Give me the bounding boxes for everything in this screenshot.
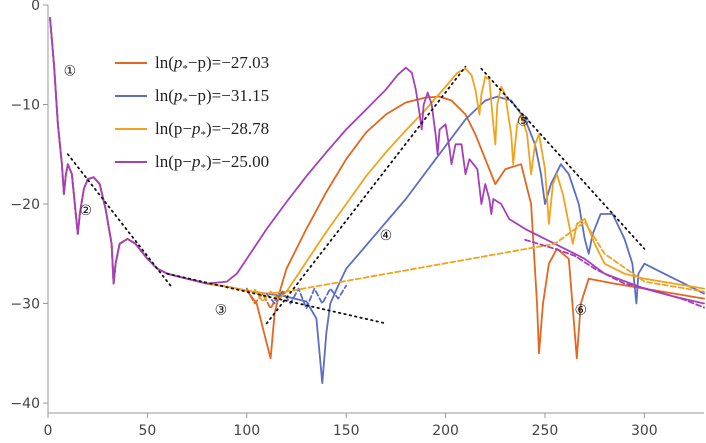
y-tick-label-20: −20 xyxy=(10,197,40,213)
series-line-4 xyxy=(49,17,705,305)
y-tick-label-10: −10 xyxy=(10,98,40,114)
x-ticks: 0 50 100 150 200 250 300 xyxy=(44,413,658,439)
annotation-5: ⑤ xyxy=(517,113,530,129)
legend-label-1: ln(p*−p)=−27.03 xyxy=(155,53,269,75)
dashed-series-line-3 xyxy=(253,221,705,303)
legend: ln(p*−p)=−27.03 ln(p*−p)=−31.15 ln(p−p*)=−… xyxy=(115,53,269,174)
y-tick-label-30: −30 xyxy=(10,297,40,313)
series-line-2 xyxy=(49,17,705,384)
dashed-series-lines xyxy=(245,221,705,310)
x-tick-label-300: 300 xyxy=(631,423,658,439)
legend-label-3: ln(p−p*)=−28.78 xyxy=(155,119,269,141)
x-tick-label-0: 0 xyxy=(44,423,53,439)
x-tick-label-50: 50 xyxy=(138,423,156,439)
y-tick-label-0: 0 xyxy=(31,0,40,14)
dashed-series-line-2 xyxy=(265,284,348,310)
x-tick-label-150: 150 xyxy=(333,423,360,439)
y-ticks: 0 −10 −20 −30 −40 xyxy=(10,0,48,412)
annotation-label-4: ④ xyxy=(380,228,393,244)
annotation-label-6: ⑥ xyxy=(574,303,587,319)
annotations: ① ② ③ ④ ⑤ ⑥ xyxy=(64,64,587,319)
legend-label-2: ln(p*−p)=−31.15 xyxy=(155,86,269,108)
fit-line-3 xyxy=(265,65,467,325)
annotation-3: ③ xyxy=(215,303,228,319)
fit-lines xyxy=(66,65,646,325)
annotation-label-1: ① xyxy=(64,64,77,80)
dashed-series-line-1 xyxy=(245,287,288,310)
annotation-2: ② xyxy=(79,203,92,219)
series-line-1 xyxy=(49,17,705,360)
x-tick-label-100: 100 xyxy=(233,423,260,439)
series-line-3 xyxy=(49,17,705,295)
annotation-label-3: ③ xyxy=(215,303,228,319)
axes xyxy=(47,5,704,414)
annotation-label-5: ⑤ xyxy=(517,113,530,129)
series-lines xyxy=(49,17,705,384)
fit-line-4 xyxy=(480,67,646,250)
x-tick-label-250: 250 xyxy=(532,423,559,439)
y-tick-label-40: −40 xyxy=(10,396,40,412)
fit-line-2 xyxy=(166,272,387,325)
annotation-label-2: ② xyxy=(79,203,92,219)
x-tick-label-200: 200 xyxy=(432,423,459,439)
annotation-6: ⑥ xyxy=(574,303,587,319)
annotation-4: ④ xyxy=(380,228,393,244)
dashed-series-line-4 xyxy=(524,238,705,309)
annotation-1: ① xyxy=(64,64,77,80)
fit-line-1 xyxy=(66,153,173,288)
legend-label-4: ln(p−p*)=−25.00 xyxy=(155,152,269,174)
